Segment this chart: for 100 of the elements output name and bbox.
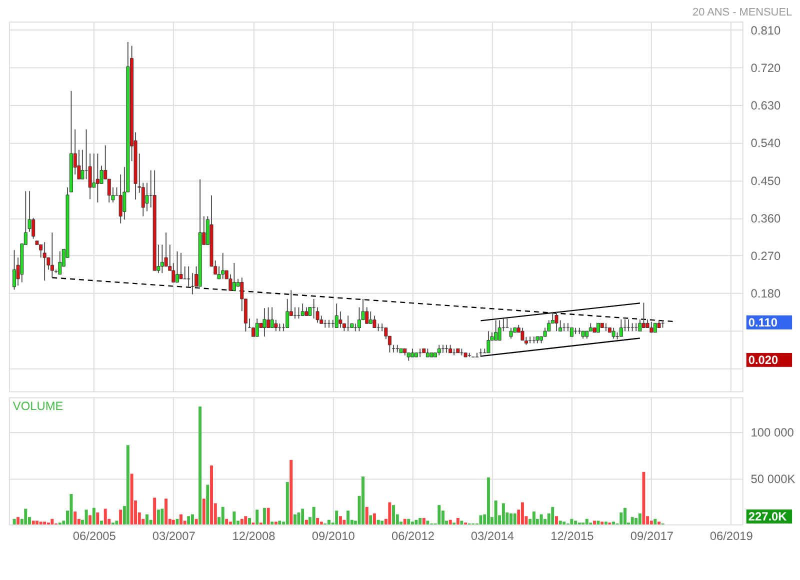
bar [84, 510, 88, 524]
x-tick-label: 03/2014 [470, 528, 514, 543]
bar [119, 510, 122, 524]
candlestick [274, 319, 278, 332]
bar [654, 518, 657, 524]
bar [624, 508, 626, 524]
bar [316, 518, 320, 524]
bar [104, 508, 107, 524]
candlestick [179, 252, 183, 280]
candlestick [270, 306, 274, 328]
bar [532, 512, 536, 524]
bar [39, 522, 42, 524]
candlestick [300, 303, 304, 316]
bar [153, 498, 156, 524]
bar [460, 520, 464, 524]
bar [554, 516, 558, 524]
bar [164, 498, 168, 524]
bar [426, 520, 430, 524]
x-tick-label: 03/2007 [152, 528, 196, 543]
bar [74, 512, 77, 524]
candlestick [172, 262, 176, 283]
bar [274, 522, 278, 524]
bar [130, 474, 134, 524]
bar [592, 520, 596, 524]
bar [210, 465, 214, 524]
candlestick [596, 322, 600, 333]
bar [380, 520, 384, 524]
candlestick [509, 327, 513, 340]
x-tick-label: 09/2010 [312, 528, 356, 543]
bar [232, 512, 236, 524]
candlestick [96, 153, 100, 203]
bar [365, 506, 368, 524]
bar [448, 520, 452, 524]
bar [198, 406, 202, 524]
candlestick [619, 318, 623, 338]
bar [342, 520, 346, 524]
bar [658, 522, 661, 524]
y-tick-label: 0.630 [750, 98, 781, 113]
bar [202, 498, 206, 524]
candlestick [642, 302, 646, 328]
bar [502, 503, 505, 524]
candlestick [176, 250, 179, 283]
candlestick [334, 303, 338, 328]
bar [320, 522, 323, 524]
bar [585, 518, 588, 524]
bar [92, 508, 96, 524]
bar [228, 522, 232, 524]
text: 0.110 [748, 315, 778, 330]
bar [115, 520, 118, 524]
y-tick-label: 0.360 [750, 211, 781, 226]
candlestick [437, 344, 441, 356]
candlestick [42, 242, 46, 282]
candlestick [612, 327, 616, 340]
bar [494, 500, 498, 524]
chart-title: VOLUME [12, 399, 64, 414]
bar [620, 512, 623, 524]
candlestick [638, 318, 642, 332]
bar [304, 520, 308, 524]
candlestick [338, 310, 342, 328]
x-tick-label: 06/2005 [72, 528, 116, 543]
bar [630, 517, 634, 524]
bar [372, 513, 376, 524]
bar [24, 508, 28, 524]
bar [240, 518, 244, 524]
y-tick-label: 0.540 [750, 136, 781, 150]
bar [194, 518, 198, 524]
bar [172, 520, 175, 524]
x-tick-label: 09/2017 [630, 528, 674, 543]
x-tick-label: 06/2012 [391, 528, 435, 543]
bar [513, 513, 516, 524]
bar [35, 520, 38, 524]
candlestick [255, 318, 259, 338]
bar [600, 522, 604, 524]
bar [187, 516, 190, 524]
bar [562, 522, 566, 524]
candlestick [262, 308, 266, 338]
bar [126, 445, 130, 524]
candlestick [28, 190, 32, 232]
candlestick [368, 310, 372, 324]
bar [376, 520, 380, 524]
candlestick [554, 311, 558, 332]
bar [206, 484, 210, 524]
x-tick-label: 06/2019 [710, 528, 754, 543]
bar [100, 520, 103, 524]
bar [369, 515, 372, 524]
y-tick-label: 0.810 [750, 23, 781, 38]
bar [422, 518, 426, 524]
bar [190, 514, 194, 524]
bar [418, 518, 422, 524]
bar [145, 514, 148, 524]
bar [414, 520, 418, 524]
bar [32, 520, 35, 524]
bar [293, 514, 296, 524]
bar [70, 494, 73, 524]
bar [403, 518, 406, 524]
candlestick [650, 321, 654, 333]
bar [456, 518, 460, 524]
candlestick [12, 250, 16, 290]
bar [438, 505, 441, 524]
candlestick [358, 306, 362, 332]
